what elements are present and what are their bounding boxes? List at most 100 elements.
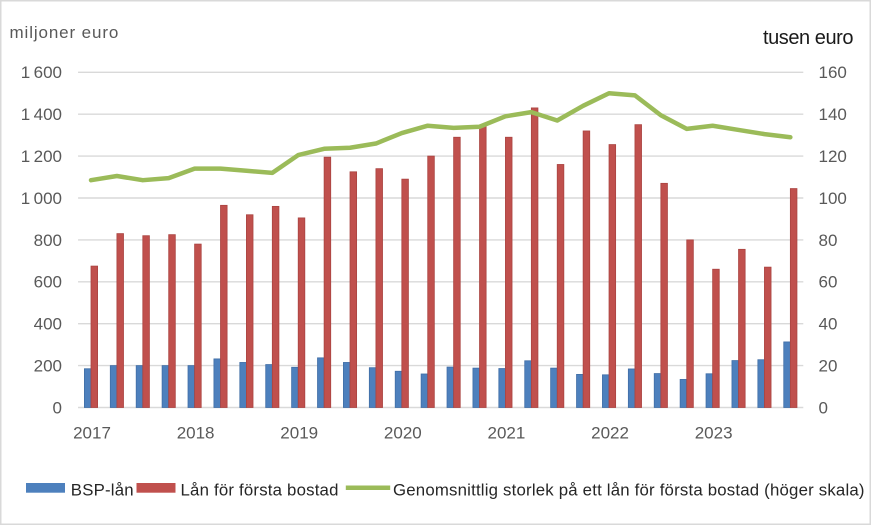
right-axis-tick-140: 140: [819, 105, 847, 124]
bar-first-home-loan-2020Q3[interactable]: [453, 136, 461, 408]
bar-bsp-loan-2023Q1[interactable]: [705, 373, 714, 408]
x-axis-year-labels: 2017 2018 2019 2020 2021 2022 2023: [73, 423, 732, 442]
bar-first-home-loan-2023Q2[interactable]: [738, 248, 746, 408]
x-axis-year-label-2019: 2019: [280, 423, 318, 442]
bar-first-home-loan-2021Q3[interactable]: [556, 164, 565, 408]
right-axis-tick-120: 120: [819, 147, 847, 166]
left-axis-tick-labels: 0 200 400 600 800 1 000 1 200 1 400 1 600: [21, 63, 62, 417]
bar-first-home-loan-2018Q1[interactable]: [194, 243, 202, 408]
right-axis-tick-20: 20: [819, 357, 838, 376]
bar-first-home-loan-2021Q4[interactable]: [582, 130, 591, 408]
bar-first-home-loan-2020Q4[interactable]: [479, 125, 487, 408]
bar-first-home-loan-2017Q3[interactable]: [142, 235, 150, 408]
legend-swatch-bsp-loan[interactable]: [26, 483, 65, 493]
left-axis-tick-1600: 1 600: [21, 63, 62, 82]
bar-first-home-loan-2022Q2[interactable]: [634, 124, 642, 408]
right-axis-tick-40: 40: [819, 315, 838, 334]
x-axis-year-label-2021: 2021: [488, 423, 526, 442]
bar-first-home-loan-2021Q2[interactable]: [530, 107, 539, 408]
gridlines: [78, 71, 804, 409]
bar-bsp-loan-2021Q1[interactable]: [498, 368, 506, 408]
bar-first-home-loan-2017Q4[interactable]: [168, 234, 176, 408]
left-axis-tick-0: 0: [53, 398, 62, 417]
bar-bsp-loan-2021Q3[interactable]: [550, 367, 558, 408]
bar-first-home-loan-2023Q3[interactable]: [764, 266, 772, 408]
bar-first-home-loan-2023Q1[interactable]: [712, 268, 720, 408]
bar-bsp-loan-2017Q2[interactable]: [109, 365, 118, 408]
bar-bsp-loan-2017Q3[interactable]: [135, 365, 144, 408]
bar-bsp-loan-2017Q4[interactable]: [161, 365, 170, 408]
bar-first-home-loan-2018Q4[interactable]: [271, 205, 280, 408]
bar-bsp-loan-2023Q4[interactable]: [783, 341, 791, 408]
left-axis-tick-400: 400: [34, 315, 62, 334]
bar-bsp-loan-2020Q4[interactable]: [472, 367, 480, 408]
bar-bsp-loan-2017Q1[interactable]: [84, 368, 92, 408]
left-axis-tick-200: 200: [34, 357, 62, 376]
left-axis-tick-600: 600: [34, 273, 62, 292]
legend-label-average-line[interactable]: Genomsnittlig storlek på ett lån för för…: [393, 481, 865, 500]
bar-first-home-loan-2019Q3[interactable]: [349, 171, 358, 408]
left-axis-tick-1200: 1 200: [21, 147, 62, 166]
left-axis-tick-800: 800: [34, 231, 62, 250]
bar-first-home-loan-2019Q4[interactable]: [375, 168, 383, 408]
bar-first-home-loan-2022Q3[interactable]: [660, 182, 668, 408]
bar-first-home-loan-2017Q1[interactable]: [90, 265, 99, 408]
bsp-loan-bars: [84, 341, 791, 408]
bar-bsp-loan-2019Q4[interactable]: [368, 367, 377, 408]
legend-label-bsp-loan[interactable]: BSP-lån: [71, 481, 134, 500]
right-axis-tick-labels: 0 20 40 60 80 100 120 140 160: [819, 63, 847, 417]
bar-bsp-loan-2019Q2[interactable]: [317, 357, 325, 408]
bar-bsp-loan-2022Q2[interactable]: [627, 368, 636, 408]
bar-bsp-loan-2021Q4[interactable]: [576, 373, 584, 408]
left-axis-title: miljoner euro: [10, 23, 120, 42]
bar-first-home-loan-2019Q2[interactable]: [323, 156, 332, 408]
bar-first-home-loan-2018Q3[interactable]: [246, 214, 254, 408]
bar-bsp-loan-2022Q4[interactable]: [679, 379, 688, 408]
right-axis-tick-100: 100: [819, 189, 847, 208]
left-axis-tick-1400: 1 400: [21, 105, 62, 124]
x-axis-year-label-2020: 2020: [384, 423, 422, 442]
bar-bsp-loan-2022Q3[interactable]: [653, 373, 662, 408]
right-axis-tick-0: 0: [819, 398, 828, 417]
average-loan-size-polyline[interactable]: [88, 91, 793, 183]
x-axis-year-label-2022: 2022: [591, 423, 629, 442]
bar-bsp-loan-2021Q2[interactable]: [524, 360, 532, 408]
bar-bsp-loan-2020Q2[interactable]: [420, 373, 429, 408]
bar-first-home-loan-2023Q4[interactable]: [789, 188, 798, 408]
bar-first-home-loan-2020Q2[interactable]: [427, 155, 435, 408]
left-axis-tick-1000: 1 000: [21, 189, 62, 208]
bar-first-home-loan-2021Q1[interactable]: [505, 136, 513, 408]
bar-bsp-loan-2019Q1[interactable]: [291, 366, 299, 408]
bar-bsp-loan-2018Q2[interactable]: [213, 358, 221, 408]
x-axis-year-label-2018: 2018: [177, 423, 215, 442]
average-loan-size-line: [88, 91, 793, 183]
bar-bsp-loan-2018Q4[interactable]: [265, 364, 273, 408]
bar-bsp-loan-2020Q1[interactable]: [394, 370, 403, 408]
x-axis-year-label-2017: 2017: [73, 423, 111, 442]
bar-bsp-loan-2023Q3[interactable]: [757, 359, 765, 408]
bar-bsp-loan-2019Q3[interactable]: [343, 362, 351, 408]
bar-bsp-loan-2023Q2[interactable]: [731, 360, 739, 408]
right-axis-tick-60: 60: [819, 273, 838, 292]
legend-label-first-home-loan[interactable]: Lån för första bostad: [181, 481, 339, 500]
bar-first-home-loan-2022Q4[interactable]: [686, 239, 694, 408]
first-home-loan-bars: [90, 107, 798, 408]
bar-first-home-loan-2022Q1[interactable]: [608, 144, 617, 408]
bar-bsp-loan-2020Q3[interactable]: [446, 366, 455, 408]
bar-bsp-loan-2018Q1[interactable]: [187, 365, 196, 408]
bar-first-home-loan-2018Q2[interactable]: [220, 204, 228, 408]
bar-bsp-loan-2018Q3[interactable]: [239, 362, 247, 408]
x-axis-year-label-2023: 2023: [695, 423, 733, 442]
bar-first-home-loan-2019Q1[interactable]: [297, 217, 306, 408]
legend: BSP-lån Lån för första bostad Genomsnitt…: [26, 481, 865, 500]
bar-first-home-loan-2020Q1[interactable]: [401, 178, 409, 408]
legend-swatch-first-home-loan[interactable]: [136, 483, 176, 493]
bar-first-home-loan-2017Q2[interactable]: [116, 233, 124, 408]
right-axis-title: tusen euro: [763, 27, 853, 49]
bar-bsp-loan-2022Q1[interactable]: [602, 374, 610, 408]
right-axis-tick-80: 80: [819, 231, 838, 250]
right-axis-tick-160: 160: [819, 63, 847, 82]
